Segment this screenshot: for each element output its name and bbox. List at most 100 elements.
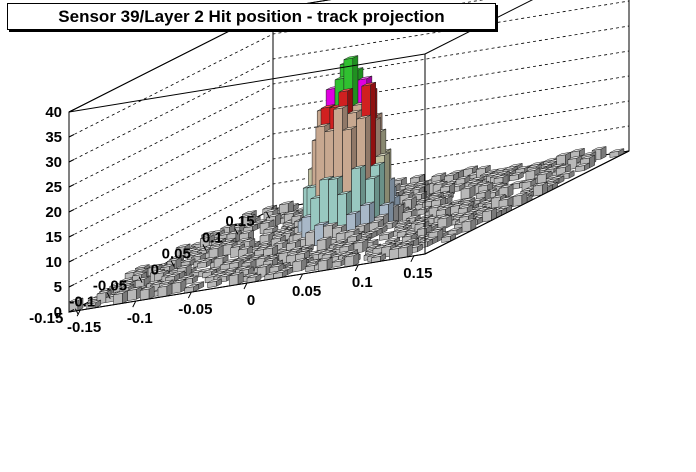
hist-bin-top <box>410 186 425 191</box>
y-tick-label: 0.1 <box>202 229 223 246</box>
hist-bin-top <box>316 236 332 241</box>
x-tick-mark <box>243 282 248 290</box>
frame-edge <box>68 53 426 113</box>
hist-bin-top <box>544 178 560 183</box>
hist-bin-top <box>347 233 362 238</box>
hist-bin-top <box>113 290 128 296</box>
x-tick-mark <box>410 255 415 263</box>
hist-bin-top <box>379 201 394 207</box>
hist-bin-side <box>292 260 302 273</box>
z-tick-label: 30 <box>45 154 62 171</box>
hist-bin-top <box>580 155 595 160</box>
hist-bin-top <box>402 196 417 201</box>
hist-bin-top <box>371 253 386 258</box>
hist-bin-top <box>229 271 244 277</box>
hist-bin-top <box>441 233 456 238</box>
hist-bin-top <box>476 189 491 195</box>
z-tick-mark <box>68 259 75 263</box>
hist-bin-top <box>361 81 376 87</box>
hist-bin-top <box>220 224 235 229</box>
hist-bin-top <box>226 230 242 235</box>
hist-bin-top <box>544 165 560 171</box>
hist-bin-top <box>321 251 337 256</box>
hist-bin-top <box>328 175 343 181</box>
z-tick-label: 5 <box>54 279 62 296</box>
hist-bin-top <box>338 87 353 93</box>
hist-bin-top <box>440 183 455 188</box>
z-tick-label: 40 <box>45 104 62 121</box>
z-tick-mark <box>68 209 75 213</box>
hist-bin-top <box>418 238 433 244</box>
x-tick-label: -0.05 <box>178 301 212 318</box>
hist-bin-top <box>431 172 447 177</box>
hist-bin-top <box>332 258 347 263</box>
z-tick-label: 25 <box>45 179 62 196</box>
y-tick-label: -0.1 <box>69 294 95 311</box>
hist-bin-top <box>263 225 279 231</box>
hist-bin-top <box>402 232 417 238</box>
hist-bin-top <box>478 182 493 187</box>
hist-bin-side <box>482 210 492 223</box>
hist-bin-top <box>119 284 135 289</box>
hist-bin-top <box>370 161 385 167</box>
y-tick-label: -0.15 <box>29 310 63 327</box>
hist-bin-top <box>560 170 575 175</box>
hist-bin-top <box>286 239 301 245</box>
hist-bin-side <box>512 194 523 207</box>
hist-bin-top <box>127 286 142 291</box>
hist-bin-top <box>213 254 229 260</box>
hist-bin-top <box>191 253 206 258</box>
hist-bin-top <box>157 283 173 288</box>
hist-bin-top <box>344 252 360 258</box>
hist-bin-top <box>581 151 597 156</box>
frame-edge <box>424 150 630 255</box>
hist-bin-top <box>365 175 380 180</box>
y-tick-mark <box>234 228 239 235</box>
hist-bin-top <box>468 180 483 185</box>
hist-bin-top <box>263 208 279 213</box>
hist-bin-top <box>351 164 366 170</box>
hist-bin-top <box>460 197 476 202</box>
hist-bin-top <box>498 184 514 189</box>
x-tick-mark <box>132 300 137 308</box>
z-tick-mark <box>68 284 75 288</box>
hist-bin-top <box>249 254 264 259</box>
hist-bin-top <box>333 105 348 110</box>
hist-bin-top <box>355 222 370 228</box>
hist-bin-top <box>243 223 258 229</box>
hist-bin-top <box>482 207 497 213</box>
hist-bin-top <box>369 219 384 224</box>
x-tick-label: 0.05 <box>292 283 321 300</box>
hist-bin-top <box>279 200 294 206</box>
hist-bin-top <box>211 237 226 243</box>
hist-bin-top <box>263 257 278 262</box>
hist-bin-top <box>343 55 359 60</box>
hist-bin-top <box>567 155 583 160</box>
hist-bin-top <box>318 257 333 262</box>
hist-bin-top <box>315 123 331 128</box>
hist-bin-top <box>356 114 371 120</box>
hist-bin-top <box>295 250 310 255</box>
hist-bin-top <box>339 243 355 248</box>
y-tick-mark <box>266 211 271 219</box>
hist-bin-top <box>402 208 417 214</box>
chart-title: Sensor 39/Layer 2 Hit position - track p… <box>58 6 445 26</box>
hist-bin-top <box>525 167 541 173</box>
hist-bin-top <box>342 126 357 131</box>
y-tick-label: 0 <box>151 262 159 279</box>
hist-bin-top <box>395 219 411 225</box>
hist-bin-top <box>461 218 477 223</box>
hist-bin-top <box>436 206 451 211</box>
hist-bin-top <box>217 273 232 278</box>
y-tick-label: -0.05 <box>93 278 127 295</box>
hist-bin-top <box>207 278 222 283</box>
hist-bin-top <box>140 286 155 291</box>
hist-bin-top <box>347 109 362 114</box>
hist-bin-top <box>160 263 175 269</box>
hist-bin-top <box>242 210 257 215</box>
hist-bin-top <box>135 264 150 269</box>
hist-bin-top <box>385 237 400 242</box>
hist-bin-top <box>476 165 491 170</box>
x-tick-mark <box>76 309 81 317</box>
x-tick-label: 0.15 <box>403 265 432 282</box>
